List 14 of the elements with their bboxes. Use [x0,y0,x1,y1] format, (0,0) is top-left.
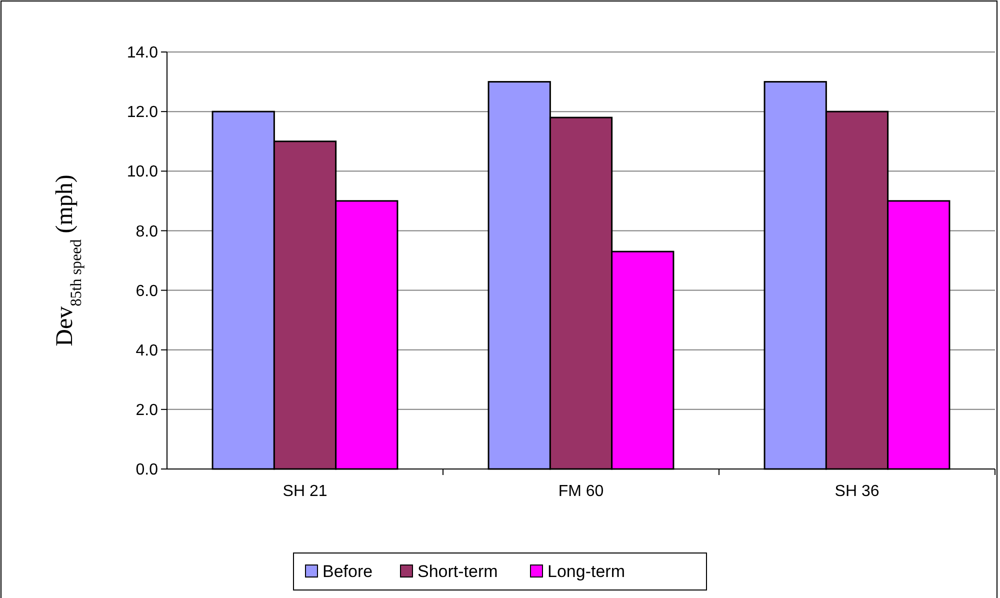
y-tick-label: 12.0 [126,104,158,122]
y-tick-label: 4.0 [136,342,158,360]
y-tick-label: 14.0 [126,44,158,62]
x-tick-label: FM 60 [558,483,604,500]
legend-label: Before [322,562,373,581]
y-tick-label: 8.0 [136,223,158,240]
legend-label: Long-term [548,562,625,581]
y-tick-label: 0.0 [136,462,158,479]
x-tick-label: SH 36 [834,483,880,500]
legend-label: Short-term [418,562,498,581]
x-tick-label: SH 21 [282,483,328,500]
y-tick-label: 6.0 [136,282,158,300]
y-tick-label: 10.0 [126,164,158,181]
y-tick-label: 2.0 [136,402,158,420]
